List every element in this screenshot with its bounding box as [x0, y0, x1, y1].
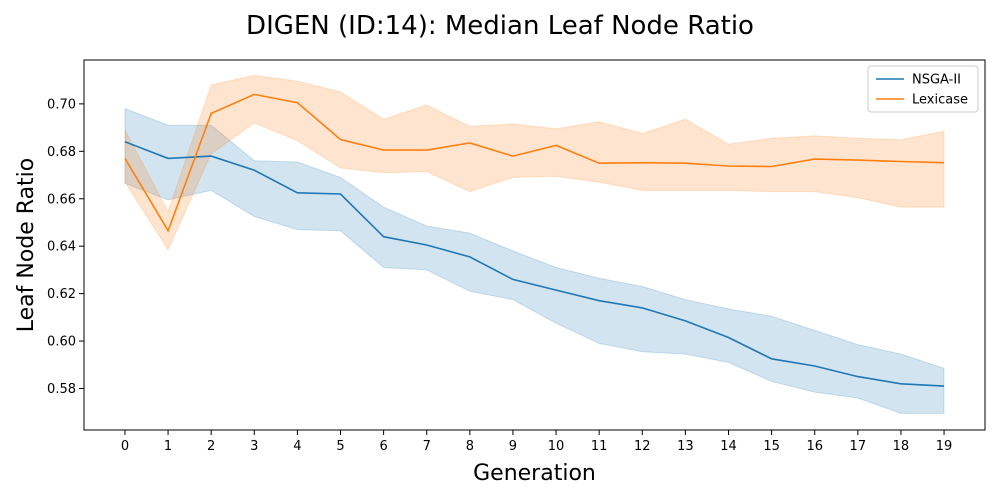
y-tick-label: 0.62: [47, 287, 76, 302]
series-lines: [124, 93, 945, 387]
x-tick-label: 8: [466, 439, 474, 454]
x-tick-label: 10: [548, 439, 565, 454]
x-tick-label: 2: [207, 439, 215, 454]
x-tick-label: 14: [720, 439, 737, 454]
legend: NSGA-II Lexicase: [867, 65, 979, 113]
x-tick-label: 16: [806, 439, 823, 454]
y-tick-label: 0.58: [47, 382, 76, 397]
x-axis-ticks: 0 1 2 3 4 5 6 7 8 9 10 11 12 13 14 15 16 17 18 19: [121, 430, 953, 454]
y-tick-label: 0.60: [47, 335, 76, 350]
y-axis-title: Leaf Node Ratio: [14, 158, 39, 333]
x-tick-label: 19: [936, 439, 953, 454]
x-tick-label: 5: [336, 439, 344, 454]
band-lexicase: [124, 74, 945, 251]
legend-label: NSGA-II: [912, 73, 961, 88]
x-axis-title: Generation: [473, 461, 596, 486]
x-tick-label: 7: [423, 439, 431, 454]
y-tick-label: 0.70: [47, 97, 76, 112]
line-nsga-ii: [124, 141, 945, 387]
confidence-bands: [124, 74, 945, 414]
legend-label: Lexicase: [912, 93, 968, 108]
chart-title: DIGEN (ID:14): Median Leaf Node Ratio: [246, 11, 754, 41]
y-axis-ticks: 0.58 0.60 0.62 0.64 0.66 0.68 0.70: [47, 97, 84, 397]
x-tick-label: 4: [293, 439, 301, 454]
y-tick-label: 0.64: [47, 240, 76, 255]
plot-area: [84, 60, 985, 430]
x-tick-label: 12: [634, 439, 651, 454]
x-tick-label: 0: [121, 439, 129, 454]
y-tick-label: 0.66: [47, 192, 76, 207]
x-tick-label: 13: [677, 439, 694, 454]
x-tick-label: 18: [893, 439, 910, 454]
plot-frame: [83, 59, 986, 431]
x-tick-label: 15: [763, 439, 780, 454]
band-nsga-ii: [124, 107, 945, 414]
x-tick-label: 17: [850, 439, 867, 454]
x-tick-label: 6: [379, 439, 387, 454]
x-tick-label: 9: [509, 439, 517, 454]
legend-box: [867, 65, 979, 113]
x-tick-label: 3: [250, 439, 258, 454]
x-tick-label: 1: [164, 439, 172, 454]
x-tick-label: 11: [591, 439, 608, 454]
line-lexicase: [124, 93, 945, 233]
y-tick-label: 0.68: [47, 145, 76, 160]
